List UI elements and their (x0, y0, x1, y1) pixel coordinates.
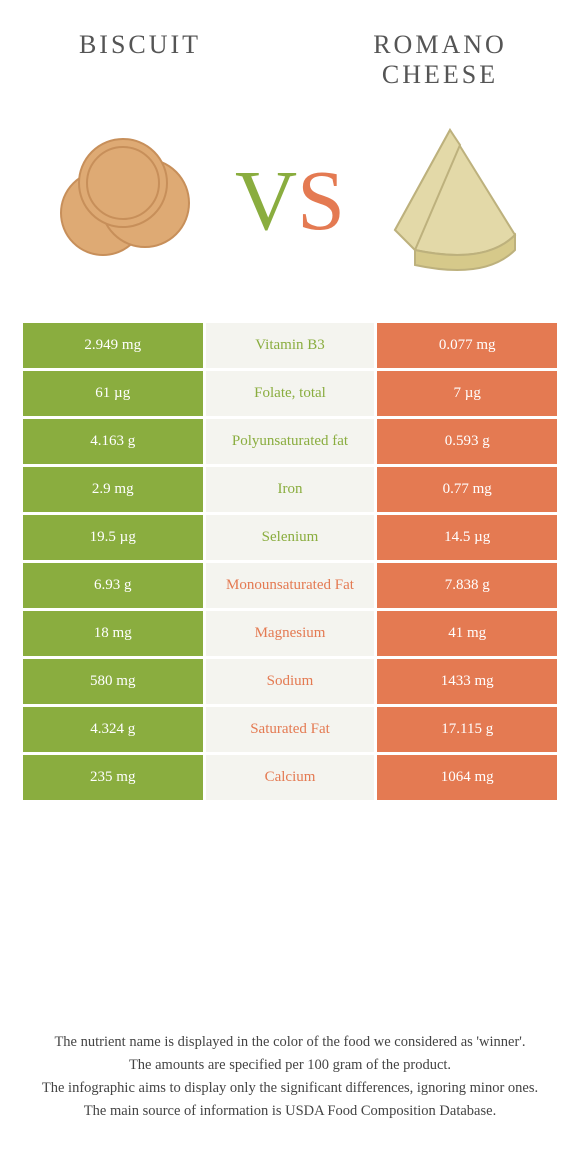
value-a: 235 mg (23, 755, 203, 800)
table-row: 4.324 gSaturated Fat17.115 g (23, 707, 557, 752)
nutrient-label: Iron (206, 467, 375, 512)
header: Biscuit Romano cheese (0, 0, 580, 100)
nutrient-label: Magnesium (206, 611, 375, 656)
images-row: VS (0, 100, 580, 320)
table-row: 2.9 mgIron0.77 mg (23, 467, 557, 512)
footer-line: The amounts are specified per 100 gram o… (30, 1055, 550, 1076)
nutrient-label: Calcium (206, 755, 375, 800)
value-b: 1433 mg (377, 659, 557, 704)
value-b: 1064 mg (377, 755, 557, 800)
table-row: 4.163 gPolyunsaturated fat0.593 g (23, 419, 557, 464)
footer-line: The main source of information is USDA F… (30, 1101, 550, 1122)
table-row: 61 µgFolate, total7 µg (23, 371, 557, 416)
nutrient-label: Monounsaturated Fat (206, 563, 375, 608)
cheese-wedge-icon (365, 115, 535, 285)
nutrient-label: Vitamin B3 (206, 323, 375, 368)
nutrient-label: Polyunsaturated fat (206, 419, 375, 464)
biscuits-icon (45, 125, 215, 275)
value-a: 4.324 g (23, 707, 203, 752)
value-b: 0.77 mg (377, 467, 557, 512)
food-b-image (360, 110, 540, 290)
table-row: 580 mgSodium1433 mg (23, 659, 557, 704)
nutrient-label: Folate, total (206, 371, 375, 416)
footer-notes: The nutrient name is displayed in the co… (30, 1030, 550, 1124)
table-row: 2.949 mgVitamin B30.077 mg (23, 323, 557, 368)
footer-line: The nutrient name is displayed in the co… (30, 1032, 550, 1053)
value-a: 4.163 g (23, 419, 203, 464)
value-b: 0.077 mg (377, 323, 557, 368)
value-b: 17.115 g (377, 707, 557, 752)
comparison-table: 2.949 mgVitamin B30.077 mg61 µgFolate, t… (20, 320, 560, 803)
nutrient-label: Selenium (206, 515, 375, 560)
value-a: 2.949 mg (23, 323, 203, 368)
nutrient-label: Saturated Fat (206, 707, 375, 752)
nutrient-label: Sodium (206, 659, 375, 704)
value-b: 7.838 g (377, 563, 557, 608)
footer-line: The infographic aims to display only the… (30, 1078, 550, 1099)
table-row: 6.93 gMonounsaturated Fat7.838 g (23, 563, 557, 608)
value-a: 18 mg (23, 611, 203, 656)
value-a: 2.9 mg (23, 467, 203, 512)
value-a: 61 µg (23, 371, 203, 416)
table-row: 235 mgCalcium1064 mg (23, 755, 557, 800)
vs-label: VS (235, 150, 345, 250)
table-row: 19.5 µgSelenium14.5 µg (23, 515, 557, 560)
comparison-tbody: 2.949 mgVitamin B30.077 mg61 µgFolate, t… (23, 323, 557, 800)
food-a-image (40, 110, 220, 290)
table-row: 18 mgMagnesium41 mg (23, 611, 557, 656)
value-b: 14.5 µg (377, 515, 557, 560)
value-a: 580 mg (23, 659, 203, 704)
value-b: 0.593 g (377, 419, 557, 464)
value-b: 7 µg (377, 371, 557, 416)
vs-s: S (297, 150, 345, 250)
value-a: 6.93 g (23, 563, 203, 608)
food-b-title: Romano cheese (340, 30, 540, 90)
value-a: 19.5 µg (23, 515, 203, 560)
value-b: 41 mg (377, 611, 557, 656)
food-a-title: Biscuit (40, 30, 240, 60)
vs-v: V (235, 150, 297, 250)
